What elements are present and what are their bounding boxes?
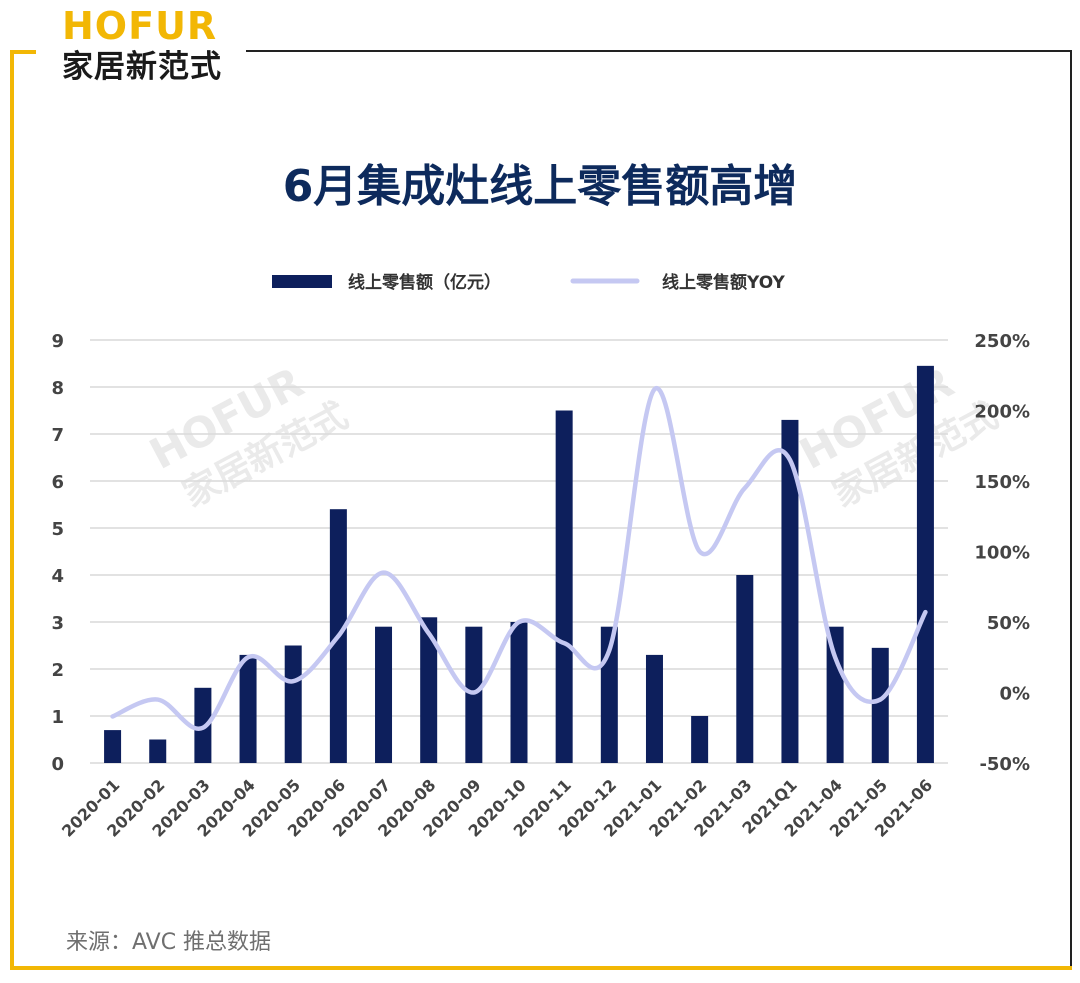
y-left-tick-label: 2 (51, 660, 64, 681)
series-line-yoy (110, 386, 928, 731)
frame-bottom-border (10, 966, 1072, 970)
frame-top-border (246, 50, 1072, 52)
bar (781, 419, 799, 763)
y-right-tick-label: 50% (987, 613, 1030, 634)
legend-label-line: 线上零售额YOY (662, 272, 786, 293)
y-right-tick-label: 250% (974, 331, 1030, 352)
y-left-tick-label: 3 (51, 613, 64, 634)
frame-right-border (1070, 50, 1072, 968)
bar (826, 626, 844, 763)
y-left-tick-label: 4 (51, 566, 64, 587)
source-note: 来源：AVC 推总数据 (66, 930, 272, 955)
bar (239, 654, 257, 763)
y-left-tick-label: 9 (51, 331, 64, 352)
bar (375, 626, 393, 763)
bar (555, 410, 573, 763)
bar (916, 365, 934, 763)
y-right-tick-label: 100% (974, 543, 1030, 564)
y-left-tick-label: 7 (51, 425, 64, 446)
bar (284, 645, 302, 763)
bar (465, 626, 483, 763)
bar (420, 617, 438, 763)
y-left-tick-label: 8 (51, 378, 64, 399)
bar (645, 654, 663, 763)
y-right-tick-label: 200% (974, 402, 1030, 423)
frame-corner-accent (10, 50, 36, 54)
brand-name-en: HOFUR (62, 4, 218, 48)
bar (510, 622, 528, 763)
y-left-tick-label: 0 (51, 754, 64, 775)
y-right-tick-label: 150% (974, 472, 1030, 493)
y-right-tick-label: 0% (999, 684, 1030, 705)
bar (149, 739, 167, 763)
bar (736, 575, 754, 763)
frame-left-border (10, 50, 14, 968)
bar (104, 730, 122, 763)
chart-title: 6月集成灶线上零售额高增 (282, 161, 798, 212)
y-left-tick-label: 5 (51, 519, 64, 540)
y-left-tick-label: 6 (51, 472, 64, 493)
y-left-tick-label: 1 (51, 707, 64, 728)
brand-name-cn: 家居新范式 (62, 49, 222, 85)
brand-logo: HOFUR 家居新范式 (58, 4, 232, 86)
bar (871, 647, 889, 763)
y-right-tick-label: -50% (979, 754, 1030, 775)
bar (691, 716, 709, 763)
legend-label-bar: 线上零售额（亿元） (348, 272, 501, 293)
legend-swatch-bar (272, 275, 332, 288)
